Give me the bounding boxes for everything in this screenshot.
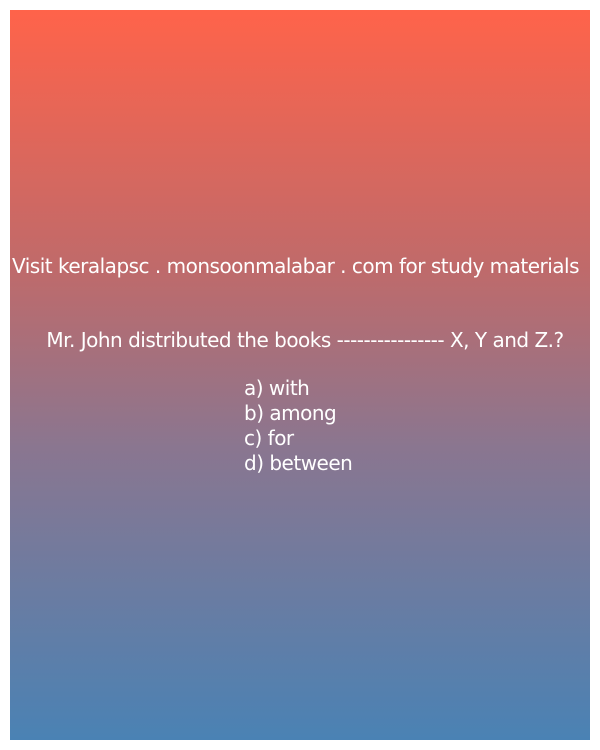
option-c: c) for [244, 426, 294, 450]
options-list: a) with b) among c) for d) between [244, 376, 353, 476]
option-d: d) between [244, 451, 353, 475]
question-card: Visit keralapsc . monsoonmalabar . com f… [10, 10, 590, 740]
promo-text: Visit keralapsc . monsoonmalabar . com f… [12, 254, 580, 278]
question-text: Mr. John distributed the books ---------… [46, 328, 564, 352]
option-b: b) among [244, 401, 337, 425]
option-a: a) with [244, 376, 310, 400]
